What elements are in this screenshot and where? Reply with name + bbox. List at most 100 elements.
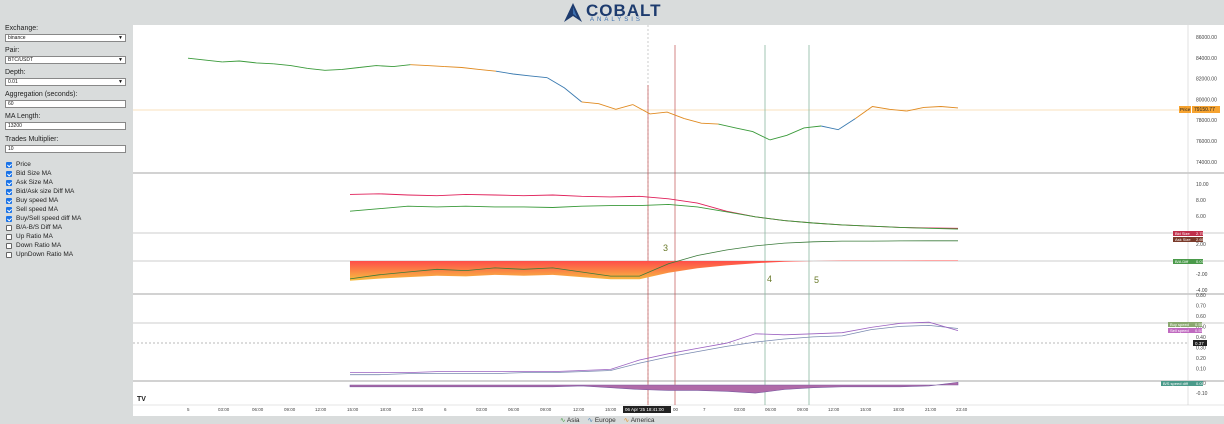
bidask-diff-area (350, 260, 958, 281)
x-tick: 12:00 (573, 407, 585, 412)
pair-select[interactable]: BTC/USDT ▼ (5, 56, 126, 64)
bid-size-tag-value: 2.75 (1196, 231, 1205, 236)
x-tick: 03:00 (476, 407, 488, 412)
price-last-value: 79150.77 (1194, 107, 1215, 113)
checkbox-down-ratio-ma[interactable]: Down Ratio MA (6, 242, 61, 249)
x-tick: 21:00 (412, 407, 424, 412)
checkbox-icon[interactable] (6, 251, 12, 258)
brand-subtitle: ANALYSIS (590, 17, 643, 23)
price-y-tick: 84000.00 (1196, 56, 1217, 62)
x-tick: 21:00 (925, 407, 937, 412)
bid-size-line (349, 193, 959, 229)
price-series-segment (495, 70, 548, 79)
checkbox-label: Bid/Ask size Diff MA (16, 188, 75, 195)
checkbox-bid-size-ma[interactable]: Bid Size MA (6, 170, 51, 177)
checkbox-bid-ask-size-diff-ma[interactable]: Bid/Ask size Diff MA (6, 188, 74, 195)
checkbox-b-a-b-s-diff-ma[interactable]: B/A-B/S Diff MA (6, 224, 62, 231)
ask-size-tag-label: Ask Size (1175, 237, 1191, 242)
chevron-down-icon: ▼ (118, 79, 123, 85)
aggregation-label: Aggregation (seconds): (5, 91, 78, 98)
legend-america: ∿ America (623, 417, 655, 424)
checkbox-label: Price (16, 161, 31, 168)
bid-size-tag (1173, 231, 1203, 236)
buy-speed-tag-value: 0.55 (1195, 322, 1204, 327)
checkbox-icon[interactable] (6, 197, 12, 204)
diff-y-tick: -4.00 (1196, 288, 1208, 294)
x-tick: 12:00 (828, 407, 840, 412)
price-series-segment (187, 57, 223, 63)
bidask-y-tick: 8.00 (1196, 198, 1206, 204)
checkbox-icon[interactable] (6, 161, 12, 168)
chart-svg[interactable]: 86000.00 84000.00 82000.00 80000.00 78000.00… (133, 25, 1224, 416)
trades-multiplier-input[interactable]: 10 (5, 145, 126, 153)
bidask-diff-line (349, 240, 958, 280)
checkbox-label: Buy/Sell speed diff MA (16, 215, 82, 222)
checkbox-icon[interactable] (6, 233, 12, 240)
price-y-tick: 78000.00 (1196, 118, 1217, 124)
ask-size-tag-value: 2.65 (1196, 237, 1205, 242)
buy-speed-tag (1168, 322, 1202, 327)
checkbox-icon[interactable] (6, 170, 12, 177)
aggregation-input[interactable]: 60 (5, 100, 126, 108)
session-legend: ∿ Asia ∿ Europe ∿ America (560, 416, 655, 424)
checkbox-sell-speed-ma[interactable]: Sell speed MA (6, 206, 58, 213)
checkbox-ask-size-ma[interactable]: Ask Size MA (6, 179, 53, 186)
chart-area[interactable]: 86000.00 84000.00 82000.00 80000.00 78000.00… (133, 25, 1224, 416)
checkbox-label: Ask Size MA (16, 179, 53, 186)
depth-select[interactable]: 0.01 ▼ (5, 78, 126, 86)
price-series-segment (547, 77, 582, 103)
checkbox-icon[interactable] (6, 206, 12, 213)
line-icon: ∿ (560, 417, 566, 424)
price-y-tick: 76000.00 (1196, 139, 1217, 145)
ba-diff-tag-value: 0.07 (1196, 259, 1205, 264)
checkbox-icon[interactable] (6, 188, 12, 195)
sell-speed-tag-label: Sell speed (1170, 328, 1189, 333)
speed-y-tick: 0.40 (1196, 335, 1206, 341)
price-series-segment (684, 118, 719, 125)
legend-europe: ∿ Europe (587, 417, 616, 424)
checkbox-icon[interactable] (6, 242, 12, 249)
ask-size-line (349, 203, 959, 230)
bsdiff-y-tick: -0.10 (1196, 391, 1208, 397)
checkbox-upndown-ratio-ma[interactable]: UpnDown Ratio MA (6, 251, 73, 258)
x-tick: 18:00 (893, 407, 905, 412)
ma-length-input[interactable]: 13200 (5, 122, 126, 130)
x-tick: 03:00 (734, 407, 746, 412)
x-tick: 15:00 (347, 407, 359, 412)
legend-asia: ∿ Asia (560, 417, 580, 424)
checkbox-price[interactable]: Price (6, 161, 31, 168)
checkbox-label: Down Ratio MA (16, 242, 62, 249)
speed-y-tick: 0.70 (1196, 304, 1206, 310)
buy-speed-line (350, 324, 959, 376)
tradingview-logo-icon: TV (137, 396, 146, 403)
exchange-select[interactable]: binance ▼ (5, 34, 126, 42)
speed-y-tick: 0.30 (1196, 346, 1206, 352)
sell-speed-tag (1168, 328, 1202, 333)
price-tag-label: Price (1180, 107, 1191, 112)
price-y-tick: 74000.00 (1196, 160, 1217, 166)
checkbox-up-ratio-ma[interactable]: Up Ratio MA (6, 233, 53, 240)
buy-speed-tag-label: Buy speed (1170, 322, 1189, 327)
speed-y-tick: 0.60 (1196, 314, 1206, 320)
chevron-down-icon: ▼ (118, 57, 123, 63)
checkbox-label: Sell speed MA (16, 206, 58, 213)
x-tick: 06:00 (508, 407, 520, 412)
annotation-4: 4 (767, 274, 772, 284)
x-tick: 03:00 (218, 407, 230, 412)
checkbox-buy-sell-speed-diff-ma[interactable]: Buy/Sell speed diff MA (6, 215, 81, 222)
diff-y-tick: -2.00 (1196, 272, 1208, 278)
x-tick: 6 (444, 407, 447, 412)
crosshair-time-tag (623, 406, 671, 413)
ask-size-tag (1173, 237, 1203, 242)
price-series-segment (410, 64, 445, 68)
checkbox-buy-speed-ma[interactable]: Buy speed MA (6, 197, 58, 204)
brand-name: COBALT (586, 1, 662, 20)
x-tick: 23:40 (956, 407, 968, 412)
checkbox-icon[interactable] (6, 179, 12, 186)
bs-diff-tag (1161, 381, 1203, 386)
depth-value: 0.01 (8, 79, 18, 85)
checkbox-icon[interactable] (6, 224, 12, 231)
bs-diff-tag-value: 0.03 (1196, 381, 1205, 386)
price-series-segment (307, 67, 360, 71)
checkbox-icon[interactable] (6, 215, 12, 222)
